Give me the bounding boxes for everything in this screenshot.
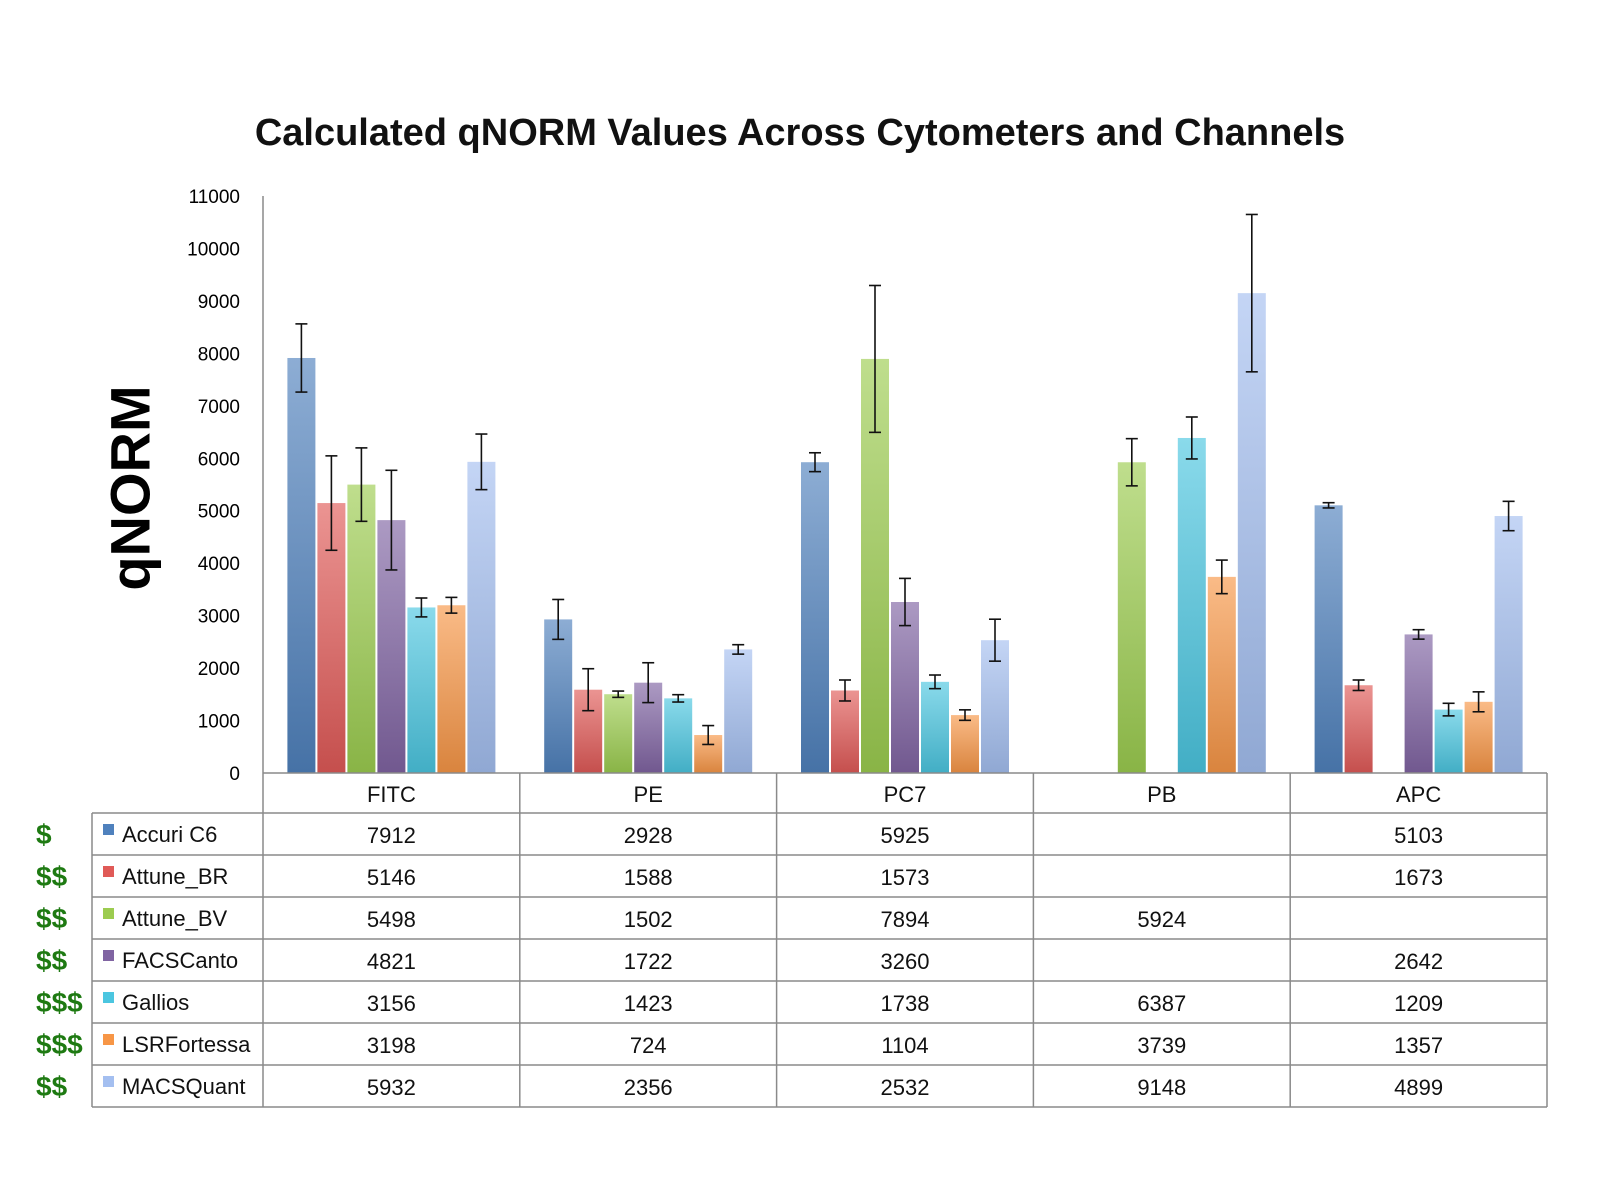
series-name: FACSCanto: [122, 948, 238, 973]
data-value: 9148: [1137, 1075, 1186, 1100]
y-tick-label: 10000: [187, 239, 240, 260]
data-value: 3260: [881, 949, 930, 974]
bar[interactable]: [1404, 634, 1433, 773]
series-name: Attune_BV: [122, 906, 228, 931]
y-tick-label: 6000: [198, 449, 240, 470]
data-value: 5932: [367, 1075, 416, 1100]
series-name: MACSQuant: [122, 1074, 246, 1099]
y-tick-label: 2000: [198, 659, 240, 680]
legend-key: [103, 866, 114, 877]
data-value: 1722: [624, 949, 673, 974]
series-name: Accuri C6: [122, 822, 217, 847]
bar[interactable]: [287, 357, 316, 773]
legend-key: [103, 992, 114, 1003]
data-value: 1423: [624, 991, 673, 1016]
data-value: 1502: [624, 907, 673, 932]
bar[interactable]: [724, 649, 753, 773]
bar[interactable]: [921, 681, 949, 773]
y-tick-label: 8000: [198, 344, 240, 365]
bar[interactable]: [1237, 293, 1266, 773]
bar[interactable]: [544, 619, 573, 773]
data-value: 1357: [1394, 1033, 1443, 1058]
category-label: APC: [1396, 782, 1441, 807]
data-value: 1673: [1394, 865, 1443, 890]
data-value: 2928: [624, 823, 673, 848]
y-tick-label: 7000: [198, 397, 240, 418]
cost-label: $$: [36, 1071, 68, 1102]
data-value: 3739: [1137, 1033, 1186, 1058]
y-tick-label: 0: [229, 764, 240, 785]
data-value: 4899: [1394, 1075, 1443, 1100]
data-value: 6387: [1137, 991, 1186, 1016]
cost-label: $$$: [36, 987, 83, 1018]
bar[interactable]: [951, 715, 979, 773]
data-value: 1573: [881, 865, 930, 890]
chart-title: Calculated qNORM Values Across Cytometer…: [254, 112, 1346, 154]
y-tick-label: 5000: [198, 502, 240, 523]
legend-key: [103, 908, 114, 919]
bar[interactable]: [891, 601, 919, 773]
cost-label: $$: [36, 861, 68, 892]
legend-key: [103, 950, 114, 961]
bar[interactable]: [1494, 516, 1523, 773]
bar[interactable]: [801, 462, 829, 773]
bar[interactable]: [437, 605, 466, 773]
data-value: 5498: [367, 907, 416, 932]
data-value: 3156: [367, 991, 416, 1016]
data-value: 2532: [881, 1075, 930, 1100]
bar[interactable]: [1344, 685, 1373, 773]
bar[interactable]: [347, 484, 376, 773]
bar[interactable]: [831, 690, 859, 773]
data-value: 7912: [367, 823, 416, 848]
data-value: 1588: [624, 865, 673, 890]
category-label: FITC: [367, 782, 416, 807]
bar[interactable]: [467, 461, 496, 773]
data-value: 5925: [881, 823, 930, 848]
data-value: 2356: [624, 1075, 673, 1100]
series-name: LSRFortessa: [122, 1032, 251, 1057]
data-value: 7894: [881, 907, 930, 932]
data-value: 1104: [881, 1033, 928, 1058]
data-value: 5146: [367, 865, 416, 890]
y-tick-label: 1000: [198, 712, 240, 733]
data-value: 724: [630, 1033, 667, 1058]
data-value: 1209: [1394, 991, 1443, 1016]
bar[interactable]: [981, 640, 1009, 773]
bar[interactable]: [1314, 505, 1343, 773]
data-value: 5924: [1137, 907, 1186, 932]
y-tick-label: 11000: [189, 187, 240, 208]
series-name: Gallios: [122, 990, 189, 1015]
category-label: PE: [634, 782, 663, 807]
cost-label: $$: [36, 945, 68, 976]
cost-label: $: [36, 819, 52, 850]
bar[interactable]: [604, 694, 633, 773]
y-tick-label: 3000: [198, 607, 240, 628]
series-name: Attune_BR: [122, 864, 228, 889]
y-tick-label: 4000: [198, 554, 240, 575]
legend-key: [103, 1034, 114, 1045]
bar[interactable]: [664, 698, 693, 773]
bar[interactable]: [1434, 709, 1463, 773]
data-value: 4821: [367, 949, 416, 974]
category-label: PC7: [884, 782, 927, 807]
category-label: PB: [1147, 782, 1176, 807]
bar[interactable]: [407, 607, 436, 773]
legend-key: [103, 824, 114, 835]
data-value: 5103: [1394, 823, 1443, 848]
data-value: 3198: [367, 1033, 416, 1058]
y-tick-label: 9000: [198, 292, 240, 313]
bar[interactable]: [1117, 462, 1146, 773]
cost-label: $$: [36, 903, 68, 934]
cost-label: $$$: [36, 1029, 83, 1060]
data-value: 1738: [881, 991, 930, 1016]
bar[interactable]: [1177, 437, 1206, 773]
bar[interactable]: [1464, 701, 1493, 773]
legend-key: [103, 1076, 114, 1087]
data-value: 2642: [1394, 949, 1443, 974]
bar[interactable]: [1207, 576, 1236, 773]
